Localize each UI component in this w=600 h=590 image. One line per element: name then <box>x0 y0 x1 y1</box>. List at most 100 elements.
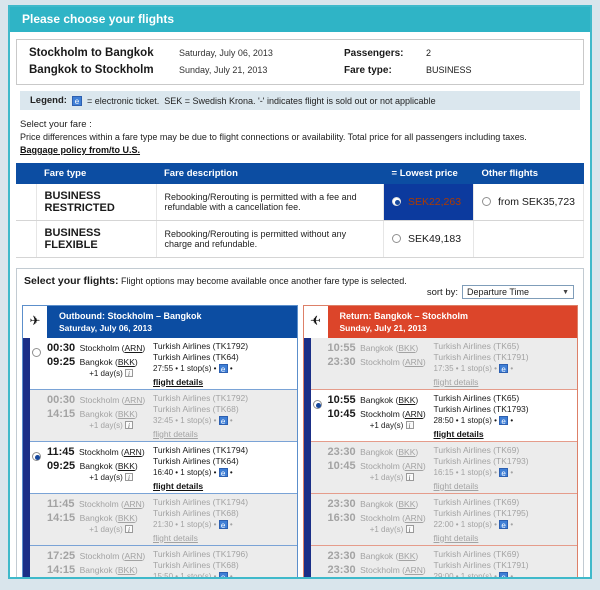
airport-code-link[interactable]: ARN <box>124 551 143 561</box>
airport-code-link[interactable]: ARN <box>404 512 423 523</box>
airline-segment-1: Turkish Airlines (TK1792) <box>153 393 249 403</box>
fare-description: Rebooking/Rerouting is permitted with a … <box>156 184 385 221</box>
airport-code-link[interactable]: ARN <box>404 460 423 471</box>
arrival-time: 14:15 Bangkok (BKK) <box>47 407 138 420</box>
fare-name: BUSINESS RESTRICTED <box>36 184 157 221</box>
fare-color-bar <box>16 220 37 258</box>
sort-by-label: sort by: <box>426 286 458 298</box>
flight-row[interactable]: 11:45 Stockholm (ARN) 09:25 Bangkok (BKK)… <box>30 441 297 493</box>
flight-row[interactable]: 10:55 Bangkok (BKK) 10:45 Stockholm (ARN)… <box>310 389 577 441</box>
lowest-price-cell-restricted[interactable]: SEK22,263 <box>383 184 475 221</box>
flight-meta: 29:00 • 1 stop(s) • e • <box>433 572 514 579</box>
flight-details-link[interactable]: flight details <box>433 532 479 543</box>
eticket-icon: e <box>499 364 509 374</box>
info-icon[interactable]: i <box>125 577 133 579</box>
fare-color-column-header <box>16 163 36 184</box>
airline-segment-1: Turkish Airlines (TK1794) <box>153 497 249 507</box>
eticket-icon: e <box>218 572 228 577</box>
info-icon[interactable]: i <box>405 421 414 430</box>
airport-code-link[interactable]: BKK <box>398 499 416 509</box>
lowest-price-radio-flexible[interactable] <box>392 234 402 243</box>
airline-segment-2: Turkish Airlines (TK68) <box>153 559 239 570</box>
airport-code-link[interactable]: BKK <box>117 460 135 471</box>
info-icon[interactable]: i <box>406 577 414 579</box>
arrival-plane-icon: ✈ <box>303 306 328 338</box>
airport-code-link[interactable]: ARN <box>404 564 423 575</box>
other-flights-cell-flexible <box>473 220 584 258</box>
departure-time: 11:45 Stockholm (ARN) <box>47 498 145 510</box>
eticket-icon: e <box>499 520 509 530</box>
info-icon[interactable]: i <box>405 525 414 534</box>
flights-note: Flight options may become available once… <box>121 276 407 286</box>
flight-details-link[interactable]: flight details <box>433 376 479 387</box>
airport-code-link[interactable]: BKK <box>117 564 135 575</box>
itinerary-summary: Stockholm to Bangkok Saturday, July 06, … <box>16 39 584 85</box>
airport-code-link[interactable]: BKK <box>117 408 135 419</box>
chevron-down-icon: ▼ <box>562 288 569 296</box>
airport-code-link[interactable]: ARN <box>123 499 142 509</box>
airport-code-link[interactable]: ARN <box>404 408 423 419</box>
flight-details-link[interactable]: flight details <box>153 428 198 439</box>
sort-by: sort by: Departure Time ▼ <box>427 285 574 299</box>
airport-code-link[interactable]: ARN <box>124 395 143 405</box>
arrival-time: 14:15 Bangkok (BKK) <box>47 563 138 576</box>
flight-details-link[interactable]: flight details <box>433 428 484 439</box>
other-flights-cell-restricted[interactable]: from SEK35,723 <box>473 184 584 221</box>
flight-details-link[interactable]: flight details <box>153 376 204 387</box>
legend-label: Legend: <box>30 95 67 106</box>
other-flights-price: from SEK35,723 <box>497 196 575 208</box>
outbound-column-header: ✈ Outbound: Stockholm – Bangkok Saturday… <box>23 306 297 338</box>
airport-code-link[interactable]: BKK <box>117 512 135 523</box>
airline-segment-2: Turkish Airlines (TK1791) <box>433 559 529 570</box>
info-icon[interactable]: i <box>125 473 133 482</box>
info-icon[interactable]: i <box>125 525 133 534</box>
flight-row[interactable]: 00:30 Stockholm (ARN) 09:25 Bangkok (BKK)… <box>30 338 297 389</box>
airport-code-link[interactable]: BKK <box>117 356 135 367</box>
airline-segment-1: Turkish Airlines (TK69) <box>433 549 520 559</box>
lowest-price-cell-flexible[interactable]: SEK49,183 <box>383 220 475 258</box>
flight-row: 17:25 Stockholm (ARN) 14:15 Bangkok (BKK)… <box>30 545 297 579</box>
eticket-icon: e <box>218 416 228 426</box>
airport-code-link[interactable]: BKK <box>398 395 416 405</box>
flight-meta: 16:40 • 1 stop(s) • e • <box>153 468 233 478</box>
departure-time: 10:55 Bangkok (BKK) <box>327 342 419 354</box>
lowest-price-value: SEK49,183 <box>407 233 462 245</box>
return-header-title: Return: Bangkok – Stockholm <box>339 311 469 321</box>
airport-code-link[interactable]: ARN <box>124 343 143 353</box>
flight-details-link[interactable]: flight details <box>433 480 479 491</box>
departure-time: 10:55 Bangkok (BKK) <box>327 394 419 406</box>
baggage-policy-link[interactable]: Baggage policy from/to U.S. <box>20 145 141 155</box>
airport-code-link[interactable]: BKK <box>398 447 416 457</box>
airport-code-link[interactable]: BKK <box>398 343 416 353</box>
return-column: ✈ Return: Bangkok – Stockholm Sunday, Ju… <box>302 305 578 579</box>
flight-meta: 16:15 • 1 stop(s) • e • <box>433 468 514 478</box>
flight-radio[interactable] <box>32 348 41 357</box>
airport-code-link[interactable]: BKK <box>398 551 416 561</box>
page-title: Please choose your flights <box>10 7 590 32</box>
flight-radio[interactable] <box>32 452 41 461</box>
arrival-time: 09:25 Bangkok (BKK) <box>47 459 138 472</box>
fare-table-header-row: Fare type Fare description = Lowest pric… <box>16 163 584 184</box>
departure-time: 23:30 Bangkok (BKK) <box>327 550 419 562</box>
fare-color-bar <box>16 184 37 221</box>
airline-segment-1: Turkish Airlines (TK1794) <box>153 445 249 455</box>
flight-radio[interactable] <box>312 400 322 409</box>
outbound-date: Saturday, July 06, 2013 <box>179 48 273 58</box>
lowest-price-radio-restricted[interactable] <box>392 197 402 206</box>
arrival-time: 10:45 Stockholm (ARN) <box>327 407 426 420</box>
info-icon[interactable]: i <box>125 369 133 378</box>
info-icon[interactable]: i <box>125 421 133 430</box>
airport-code-link[interactable]: ARN <box>123 447 142 457</box>
fare-description: Rebooking/Rerouting is permitted without… <box>156 220 385 258</box>
flight-details-link[interactable]: flight details <box>153 480 204 491</box>
airport-code-link[interactable]: ARN <box>404 356 423 367</box>
outbound-route: Stockholm to Bangkok <box>29 47 154 59</box>
fare-row-business-flexible: BUSINESS FLEXIBLE Rebooking/Rerouting is… <box>16 220 584 258</box>
flight-details-link[interactable]: flight details <box>153 532 198 543</box>
airline-segment-1: Turkish Airlines (TK69) <box>433 497 520 507</box>
summary-row-outbound: Stockholm to Bangkok Saturday, July 06, … <box>29 45 571 62</box>
sort-by-select[interactable]: Departure Time ▼ <box>462 285 574 299</box>
info-icon[interactable]: i <box>405 473 414 482</box>
flight-row: 23:30 Bangkok (BKK) 23:30 Stockholm (ARN)… <box>310 545 577 579</box>
other-flights-radio-restricted[interactable] <box>482 197 492 206</box>
